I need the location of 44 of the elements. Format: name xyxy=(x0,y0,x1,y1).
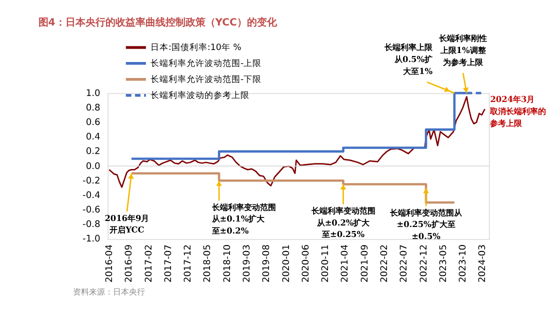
annotation: 长端利率变动范围从±0.25%扩大至±0.5% xyxy=(389,207,464,241)
x-tick-label: 2017-07 xyxy=(164,244,174,283)
annotation: 2024年3月取消长端利率的参考上限 xyxy=(489,94,546,128)
x-tick-label: 2021-09 xyxy=(360,244,370,283)
y-tick-label: 1.0 xyxy=(86,88,101,99)
x-tick-label: 2021-04 xyxy=(340,244,351,283)
annotation: 2016年9月开启YCC xyxy=(104,212,150,235)
x-tick-label: 2018-05 xyxy=(203,244,214,283)
chart-title: 图4：日本央行的收益率曲线控制政策（YCC）的变化 xyxy=(38,16,278,29)
annotation: 长端利率上限从0.5%扩大至1% xyxy=(384,42,434,76)
x-tick-label: 2019-03 xyxy=(242,244,252,283)
x-tick-label: 2020-06 xyxy=(301,244,312,283)
y-tick-label: 0.6 xyxy=(86,118,101,128)
x-tick-label: 2024-03 xyxy=(478,244,488,283)
x-tick-label: 2022-02 xyxy=(380,244,390,283)
x-tick-label: 2017-02 xyxy=(144,244,154,283)
legend-label: 日本:国债利率:10年 % xyxy=(150,42,242,54)
x-tick-label: 2019-08 xyxy=(262,244,272,283)
y-tick-label: 0.0 xyxy=(86,162,101,172)
y-tick-label: -1.0 xyxy=(82,234,101,245)
x-tick-label: 2023-05 xyxy=(438,244,449,283)
x-tick-label: 2016-09 xyxy=(124,244,135,283)
legend-label: 长端利率允许波动范围-下限 xyxy=(150,74,262,86)
x-tick-label: 2022-07 xyxy=(400,244,410,283)
x-tick-label: 2016-04 xyxy=(104,244,115,283)
x-tick-label: 2017-12 xyxy=(184,244,194,283)
y-tick-label: -0.8 xyxy=(82,220,101,230)
x-tick-label: 2022-12 xyxy=(419,244,430,283)
y-tick-label: -0.2 xyxy=(82,176,100,186)
x-tick-label: 2023-10 xyxy=(458,244,469,283)
legend-label: 长端利率波动的参考上限 xyxy=(150,90,250,102)
y-tick-label: -0.6 xyxy=(82,206,101,216)
y-tick-label: 0.2 xyxy=(86,147,100,158)
y-tick-label: 0.4 xyxy=(86,132,101,143)
annotation: 长端利率变动范围从±0.1%扩大至±0.2% xyxy=(210,202,276,236)
y-tick-label: 0.8 xyxy=(86,103,101,114)
annotation: 长端利率变动范围从±0.2%扩大至±0.25% xyxy=(310,205,376,240)
x-tick-label: 2018-10 xyxy=(222,244,233,283)
x-tick-label: 2020-01 xyxy=(282,244,292,283)
x-tick-label: 2020-11 xyxy=(321,244,332,283)
y-tick-label: -0.4 xyxy=(82,190,101,201)
text: 资料来源：日本央行 xyxy=(72,286,145,297)
legend-label: 长端利率允许波动范围-上限 xyxy=(150,58,262,70)
annotation: 长端利率刚性上限1%调整为参考上限 xyxy=(438,33,488,67)
